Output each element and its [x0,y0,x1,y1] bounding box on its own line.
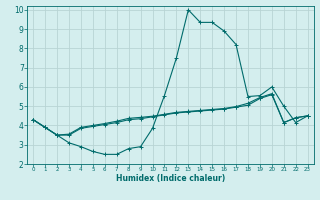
X-axis label: Humidex (Indice chaleur): Humidex (Indice chaleur) [116,174,225,183]
